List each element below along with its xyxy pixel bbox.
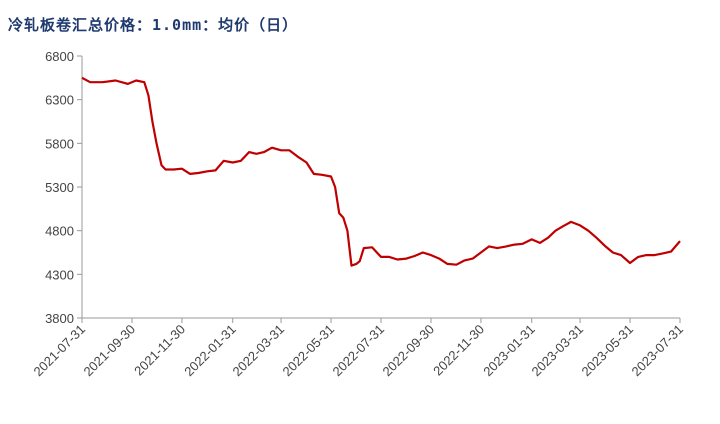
x-tick-label: 2023-03-31 [529, 322, 587, 380]
x-tick-label: 2021-11-30 [131, 322, 188, 379]
y-tick-label: 6800 [45, 49, 74, 64]
y-tick-label: 6300 [45, 93, 74, 108]
y-tick-label: 5800 [45, 136, 74, 151]
x-tick-label: 2022-11-30 [430, 322, 487, 379]
y-tick-label: 4300 [45, 267, 74, 282]
x-tick-label: 2023-05-31 [579, 322, 637, 380]
x-tick-label: 2023-07-31 [628, 322, 686, 380]
x-tick-label: 2021-07-31 [30, 322, 88, 380]
y-tick-label: 4800 [45, 224, 74, 239]
x-tick-label: 2022-07-31 [329, 322, 387, 380]
price-line [81, 76, 681, 267]
x-tick-label: 2022-09-30 [379, 322, 437, 380]
x-tick-label: 2022-03-31 [230, 322, 288, 380]
y-tick-label: 3800 [45, 311, 74, 326]
chart-title: 冷轧板卷汇总价格：1.0mm：均价（日） [8, 16, 299, 34]
x-tick-label: 2021-09-30 [80, 322, 138, 380]
y-tick-label: 5300 [45, 180, 74, 195]
x-tick-label: 2022-05-31 [280, 322, 338, 380]
